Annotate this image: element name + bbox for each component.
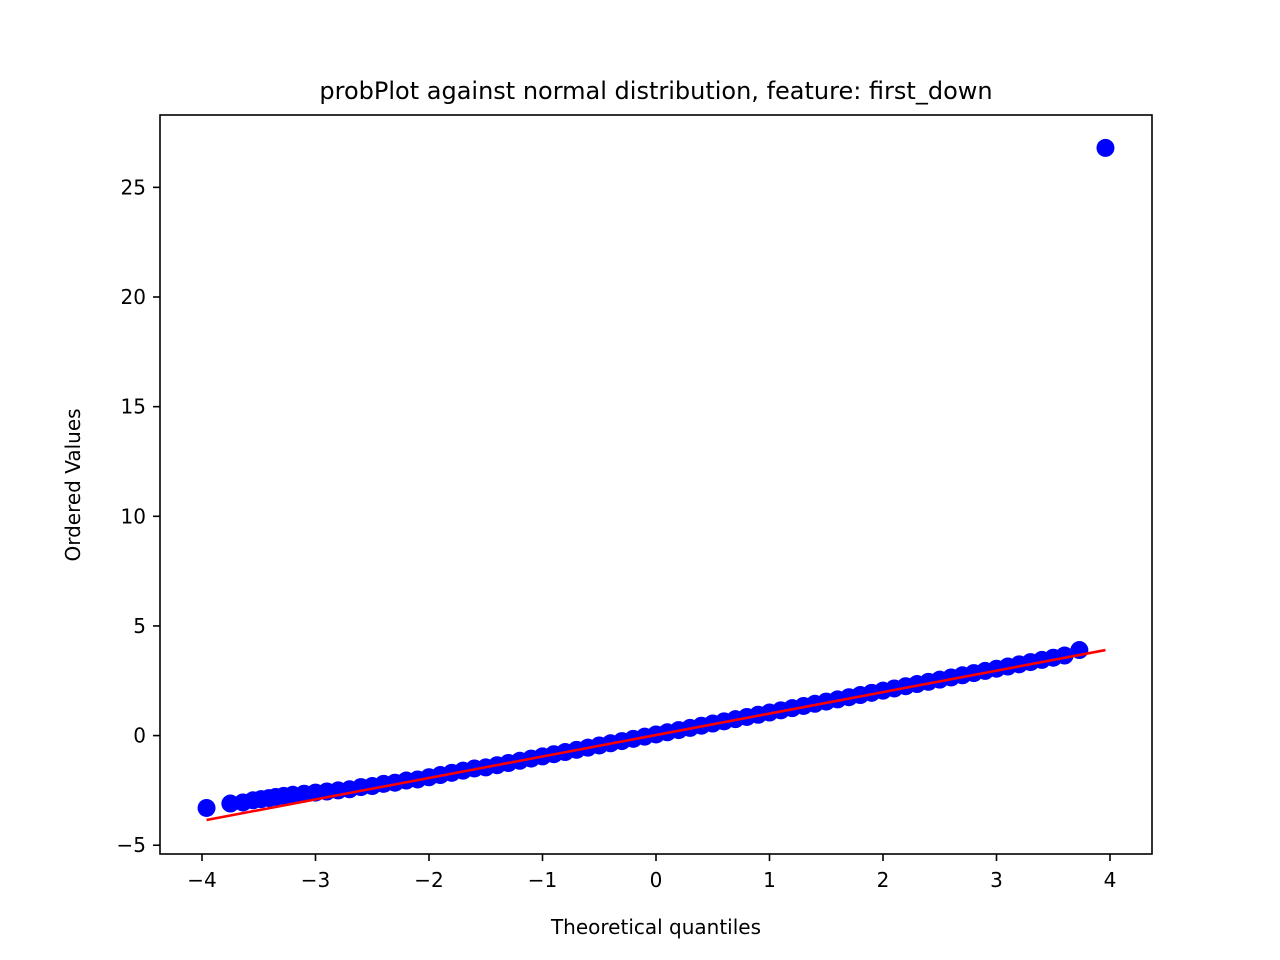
y-axis: −5 0 5 10 15 20 25	[117, 175, 160, 857]
x-tick-label: 0	[650, 868, 663, 892]
y-tick-label: 5	[133, 614, 146, 638]
y-tick-label: 0	[133, 724, 146, 748]
y-tick-label: 10	[121, 504, 146, 528]
data-point	[1055, 646, 1074, 665]
x-tick-label: −1	[528, 868, 557, 892]
y-tick-label: 25	[121, 175, 146, 199]
data-point	[1096, 138, 1115, 157]
x-tick-label: 2	[877, 868, 890, 892]
y-tick-label: 15	[121, 395, 146, 419]
y-axis-label: Ordered Values	[61, 408, 85, 561]
x-tick-label: 3	[990, 868, 1003, 892]
y-tick-label: −5	[117, 833, 146, 857]
x-tick-label: 4	[1104, 868, 1117, 892]
x-tick-label: −4	[187, 868, 216, 892]
x-tick-label: −3	[301, 868, 330, 892]
data-point	[197, 798, 216, 817]
data-marks	[197, 138, 1115, 822]
x-axis: −4 −3 −2 −1 0 1 2 3 4	[187, 854, 1116, 892]
x-tick-label: −2	[414, 868, 443, 892]
y-tick-label: 20	[121, 285, 146, 309]
fit-line	[206, 648, 1106, 822]
chart-title: probPlot against normal distribution, fe…	[319, 77, 992, 105]
x-axis-label: Theoretical quantiles	[550, 915, 761, 939]
x-tick-label: 1	[763, 868, 776, 892]
